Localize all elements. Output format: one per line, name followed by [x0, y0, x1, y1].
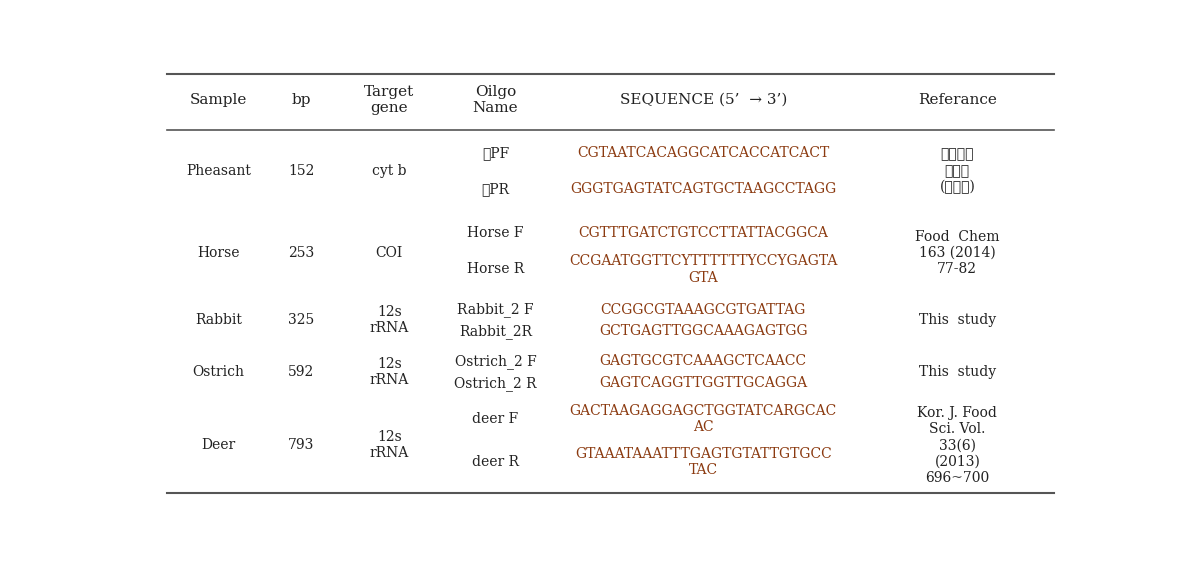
Text: Food  Chem
163 (2014)
77-82: Food Chem 163 (2014) 77-82 [915, 230, 1000, 276]
Text: 12s
rRNA: 12s rRNA [370, 430, 409, 461]
Text: 325: 325 [288, 313, 315, 327]
Text: 진위판별
지침서
(식약처): 진위판별 지침서 (식약처) [939, 148, 975, 194]
Text: 12s
rRNA: 12s rRNA [370, 305, 409, 335]
Text: Horse F: Horse F [467, 226, 523, 240]
Text: Oilgo
Name: Oilgo Name [472, 85, 519, 115]
Text: 152: 152 [288, 164, 315, 178]
Text: 식PF: 식PF [482, 146, 509, 160]
Text: CGTTTGATCTGTCCTTATTACGGCA: CGTTTGATCTGTCCTTATTACGGCA [578, 226, 828, 240]
Text: Horse: Horse [197, 246, 240, 260]
Text: Sample: Sample [190, 93, 247, 107]
Text: GCTGAGTTGGCAAAGAGTGG: GCTGAGTTGGCAAAGAGTGG [598, 324, 808, 338]
Text: 식PR: 식PR [482, 182, 509, 196]
Text: CGTAATCACAGGCATCACCATCACT: CGTAATCACAGGCATCACCATCACT [577, 146, 830, 160]
Text: Rabbit_2R: Rabbit_2R [459, 324, 532, 339]
Text: This  study: This study [919, 313, 995, 327]
Text: Kor. J. Food
Sci. Vol.
33(6)
(2013)
696~700: Kor. J. Food Sci. Vol. 33(6) (2013) 696~… [918, 406, 998, 485]
Text: This  study: This study [919, 365, 995, 379]
Text: GACTAAGAGGAGCTGGTATCARGCAC
AC: GACTAAGAGGAGCTGGTATCARGCAC AC [570, 403, 837, 434]
Text: 253: 253 [288, 246, 315, 260]
Text: Horse R: Horse R [467, 263, 524, 277]
Text: 592: 592 [288, 365, 315, 379]
Text: Rabbit: Rabbit [194, 313, 242, 327]
Text: CCGAATGGTTCYTTTTTTYCCYGAGTA
GTA: CCGAATGGTTCYTTTTTTYCCYGAGTA GTA [569, 254, 838, 284]
Text: Ostrich_2 R: Ostrich_2 R [454, 376, 536, 390]
Text: bp: bp [292, 93, 311, 107]
Text: Ostrich_2 F: Ostrich_2 F [454, 354, 536, 369]
Text: 793: 793 [288, 438, 315, 452]
Text: GTAAATAAATTTGAGTGTATTGTGCC
TAC: GTAAATAAATTTGAGTGTATTGTGCC TAC [575, 447, 832, 477]
Text: COI: COI [375, 246, 403, 260]
Text: CCGGCGTAAAGCGTGATTAG: CCGGCGTAAAGCGTGATTAG [601, 302, 806, 316]
Text: GAGTCAGGTTGGTTGCAGGA: GAGTCAGGTTGGTTGCAGGA [600, 376, 807, 390]
Text: deer F: deer F [472, 412, 519, 426]
Text: Target
gene: Target gene [364, 85, 415, 115]
Text: 12s
rRNA: 12s rRNA [370, 357, 409, 387]
Text: Pheasant: Pheasant [186, 164, 250, 178]
Text: GGGTGAGTATCAGTGCTAAGCCTAGG: GGGTGAGTATCAGTGCTAAGCCTAGG [570, 182, 837, 196]
Text: deer R: deer R [472, 456, 519, 470]
Text: GAGTGCGTCAAAGCTCAACC: GAGTGCGTCAAAGCTCAACC [600, 355, 807, 369]
Text: Rabbit_2 F: Rabbit_2 F [457, 302, 534, 317]
Text: cyt b: cyt b [372, 164, 406, 178]
Text: Referance: Referance [918, 93, 997, 107]
Text: SEQUENCE (5’  → 3’): SEQUENCE (5’ → 3’) [620, 93, 787, 107]
Text: Ostrich: Ostrich [192, 365, 244, 379]
Text: Deer: Deer [201, 438, 235, 452]
